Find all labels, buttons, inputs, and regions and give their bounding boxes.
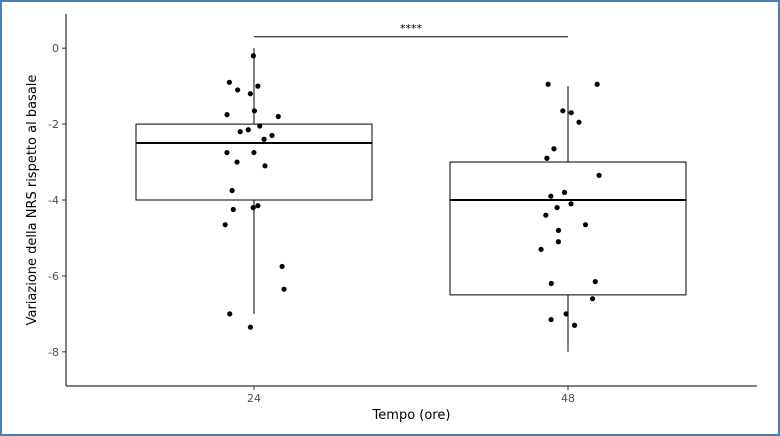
data-point-24-17 — [229, 187, 235, 194]
data-point-24-3 — [235, 87, 241, 93]
data-point-24-23 — [281, 286, 287, 292]
data-point-48-10 — [568, 201, 574, 207]
data-point-24-16 — [262, 163, 268, 169]
box-24 — [135, 123, 373, 201]
y-tick-label: -4 — [48, 194, 59, 207]
data-point-24-1 — [255, 83, 261, 89]
data-point-24-25 — [247, 324, 254, 330]
data-point-24-5 — [251, 108, 258, 114]
data-point-48-8 — [561, 189, 568, 196]
data-point-24-8 — [257, 123, 263, 129]
y-ticks: 0 -2 -4 -6 -8 — [48, 42, 66, 359]
data-point-24-13 — [224, 149, 230, 156]
data-point-48-20 — [563, 311, 569, 317]
data-point-48-9 — [548, 193, 554, 199]
data-point-24-22 — [279, 263, 285, 270]
data-point-24-7 — [275, 113, 281, 120]
data-point-48-12 — [543, 212, 549, 218]
data-point-48-1 — [545, 81, 551, 87]
data-point-24-12 — [261, 136, 267, 142]
data-point-48-3 — [568, 110, 574, 116]
data-point-48-21 — [548, 316, 554, 323]
data-point-48-18 — [548, 280, 554, 287]
x-tick-label: 48 — [561, 392, 575, 405]
x-axis-title: Tempo (ore) — [372, 408, 451, 423]
data-point-48-22 — [571, 322, 578, 328]
data-point-48-16 — [538, 246, 544, 252]
y-tick-label: -6 — [48, 270, 59, 283]
data-point-24-2 — [226, 79, 232, 85]
data-point-48-5 — [551, 146, 557, 152]
data-point-24-20 — [230, 206, 236, 213]
data-point-48-7 — [596, 172, 602, 178]
y-tick-label: -8 — [48, 346, 59, 359]
data-point-48-6 — [544, 155, 550, 161]
y-tick-label: -2 — [48, 118, 59, 131]
data-point-48-2 — [560, 108, 566, 114]
y-axis-title: Variazione della NRS rispetto al basale — [25, 75, 40, 326]
data-point-48-15 — [555, 239, 562, 245]
data-point-48-17 — [592, 279, 598, 285]
x-tick-label: 24 — [247, 392, 261, 405]
significance-annotation: **** — [254, 22, 568, 38]
data-point-24-6 — [224, 111, 230, 118]
data-point-24-10 — [237, 129, 243, 135]
data-point-48-13 — [582, 222, 589, 228]
box-48 — [449, 161, 687, 296]
data-point-24-4 — [247, 91, 253, 97]
data-point-48-11 — [554, 204, 560, 211]
boxes-layer — [135, 48, 687, 352]
y-tick-label: 0 — [52, 42, 59, 55]
data-point-24-14 — [251, 149, 257, 156]
data-point-24-21 — [222, 222, 228, 228]
points-layer — [222, 53, 602, 330]
significance-label: **** — [400, 22, 423, 35]
data-point-24-19 — [250, 204, 256, 211]
data-point-24-18 — [255, 203, 261, 209]
data-point-48-19 — [589, 296, 596, 302]
x-ticks: 24 48 — [247, 386, 575, 405]
data-point-24-9 — [245, 127, 251, 133]
data-point-24-0 — [250, 53, 256, 59]
data-point-48-14 — [555, 227, 562, 233]
data-point-24-24 — [227, 311, 233, 317]
data-point-24-15 — [234, 159, 240, 165]
data-point-48-0 — [594, 81, 600, 87]
data-point-24-11 — [269, 132, 275, 139]
data-point-48-4 — [576, 119, 582, 125]
